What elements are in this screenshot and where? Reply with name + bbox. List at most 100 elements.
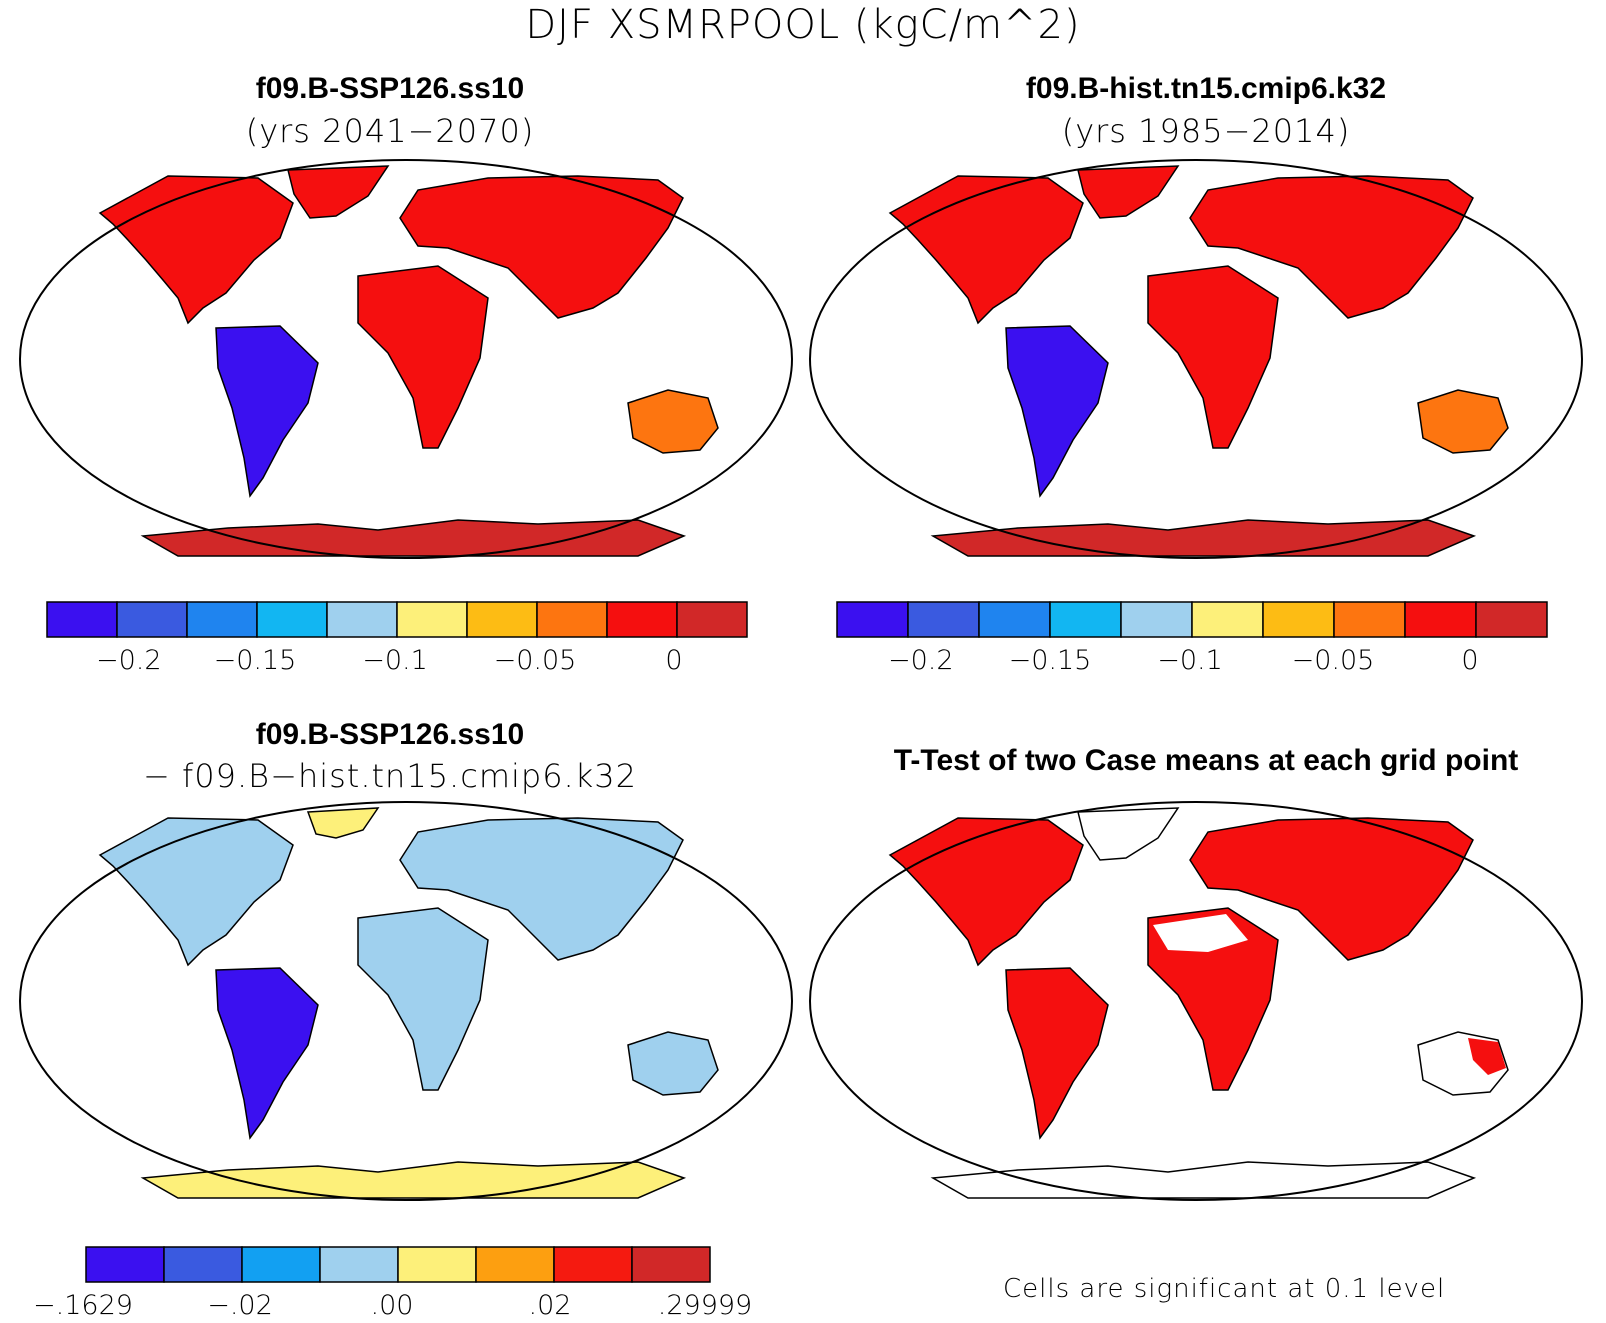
colorbar-2-label: −0.05 (1291, 645, 1375, 676)
colorbar-2-swatch (1475, 601, 1548, 638)
colorbar-3-swatch (553, 1246, 633, 1283)
eurasia (399, 817, 684, 961)
colorbar-3-swatch (241, 1246, 321, 1283)
colorbar-2-swatch (1404, 601, 1477, 638)
colorbar-2-swatch (836, 601, 909, 638)
colorbar-1-swatch (676, 601, 748, 638)
colorbar-3 (85, 1246, 711, 1283)
antarctica (930, 1161, 1477, 1199)
colorbar-1-swatch (396, 601, 468, 638)
colorbar-1-swatch (326, 601, 398, 638)
colorbar-1-swatch (256, 601, 328, 638)
colorbar-1-swatch (186, 601, 258, 638)
panel-3-title: f09.B-SSP126.ss10 (255, 718, 525, 751)
map-boundary (19, 159, 793, 559)
colorbar-2-swatch (1333, 601, 1406, 638)
map-boundary (809, 801, 1583, 1201)
colorbar-2-swatch (1049, 601, 1122, 638)
colorbar-2-label: 0 (1461, 645, 1479, 676)
africa (357, 265, 489, 449)
colorbar-3-label: .02 (528, 1290, 572, 1321)
colorbar-1-label: −0.1 (362, 645, 428, 676)
colorbar-3-labels: −.1629 −.02 .00 .02 .29999 (0, 1290, 800, 1323)
colorbar-3-label: .00 (370, 1290, 414, 1321)
colorbar-1-swatch (606, 601, 678, 638)
figure-title: DJF XSMRPOOL (kgC/m^2) (525, 2, 1081, 48)
south-america (215, 325, 319, 498)
sahara-insignificant (1153, 914, 1248, 952)
australia (1417, 389, 1509, 454)
colorbar-2-swatch (1191, 601, 1264, 638)
colorbar-3-label: .29999 (657, 1290, 753, 1321)
colorbar-1-label: −0.2 (96, 645, 162, 676)
panel-3-land (98, 807, 719, 1199)
eurasia (1189, 175, 1474, 319)
map-panel-1 (19, 159, 793, 559)
map-panel-4 (809, 801, 1583, 1201)
antarctica (140, 1161, 687, 1199)
south-america (1005, 325, 1109, 498)
colorbar-2-swatch (978, 601, 1051, 638)
colorbar-3-swatch (397, 1246, 477, 1283)
panel-1-land (98, 165, 719, 557)
colorbar-3-label-value: .1629 (55, 1290, 133, 1321)
colorbar-1-swatch (46, 601, 118, 638)
antarctica (140, 519, 687, 557)
panel-2-title: f09.B-hist.tn15.cmip6.k32 (1025, 72, 1387, 105)
significance-note: Cells are significant at 0.1 level (1003, 1274, 1446, 1304)
greenland (1077, 807, 1180, 861)
north-america (888, 817, 1084, 967)
colorbar-1-label: −0.15 (213, 645, 297, 676)
eurasia (1189, 817, 1474, 961)
colorbar-2-swatch (1120, 601, 1193, 638)
colorbar-2-labels: −0.2 −0.15 −0.1 −0.05 0 (800, 645, 1606, 681)
colorbar-2-label: −0.15 (1008, 645, 1092, 676)
map-panel-2 (809, 159, 1583, 559)
colorbar-3-swatch (319, 1246, 399, 1283)
map-boundary (809, 159, 1583, 559)
panel-4-land (888, 807, 1509, 1199)
panel-1-title: f09.B-SSP126.ss10 (255, 72, 525, 105)
south-america (1005, 967, 1109, 1140)
colorbar-3-label-prefix: − (33, 1290, 56, 1321)
colorbar-3-swatch (163, 1246, 243, 1283)
north-america (98, 175, 294, 325)
colorbar-1-labels: −0.2 −0.15 −0.1 −0.05 0 (0, 645, 800, 681)
map-boundary (19, 801, 793, 1201)
africa (357, 907, 489, 1091)
colorbar-1-swatch (466, 601, 538, 638)
colorbar-2-label: −0.2 (888, 645, 954, 676)
colorbar-3-swatch (475, 1246, 555, 1283)
colorbar-3-swatch (85, 1246, 165, 1283)
north-america (888, 175, 1084, 325)
colorbar-2-label: −0.1 (1157, 645, 1223, 676)
colorbar-1-swatch (536, 601, 608, 638)
south-america (215, 967, 319, 1140)
panel-4-title: T-Test of two Case means at each grid po… (893, 744, 1519, 777)
colorbar-1 (46, 601, 748, 638)
map-panel-3 (19, 801, 793, 1201)
africa (1147, 265, 1279, 449)
greenland (306, 807, 380, 839)
panel-2-subtitle: (yrs 1985−2014) (1061, 112, 1351, 150)
africa (1147, 907, 1279, 1091)
panel-3-subtitle: − f09.B−hist.tn15.cmip6.k32 (143, 757, 637, 795)
greenland (287, 165, 390, 219)
colorbar-1-swatch (116, 601, 188, 638)
colorbar-2-swatch (907, 601, 980, 638)
colorbar-3-label: −.02 (207, 1290, 273, 1321)
antarctica (930, 519, 1477, 557)
greenland (1077, 165, 1180, 219)
north-america (98, 817, 294, 967)
colorbar-3-swatch (631, 1246, 711, 1283)
eurasia (399, 175, 684, 319)
australia (627, 389, 719, 454)
colorbar-3-label: −.1629 (28, 1290, 138, 1321)
colorbar-1-label: −0.05 (493, 645, 577, 676)
australia-significant (1468, 1038, 1506, 1075)
colorbar-1-label: 0 (665, 645, 683, 676)
colorbar-2-swatch (1262, 601, 1335, 638)
panel-1-subtitle: (yrs 2041−2070) (245, 112, 535, 150)
australia (627, 1031, 719, 1096)
panel-2-land (888, 165, 1509, 557)
